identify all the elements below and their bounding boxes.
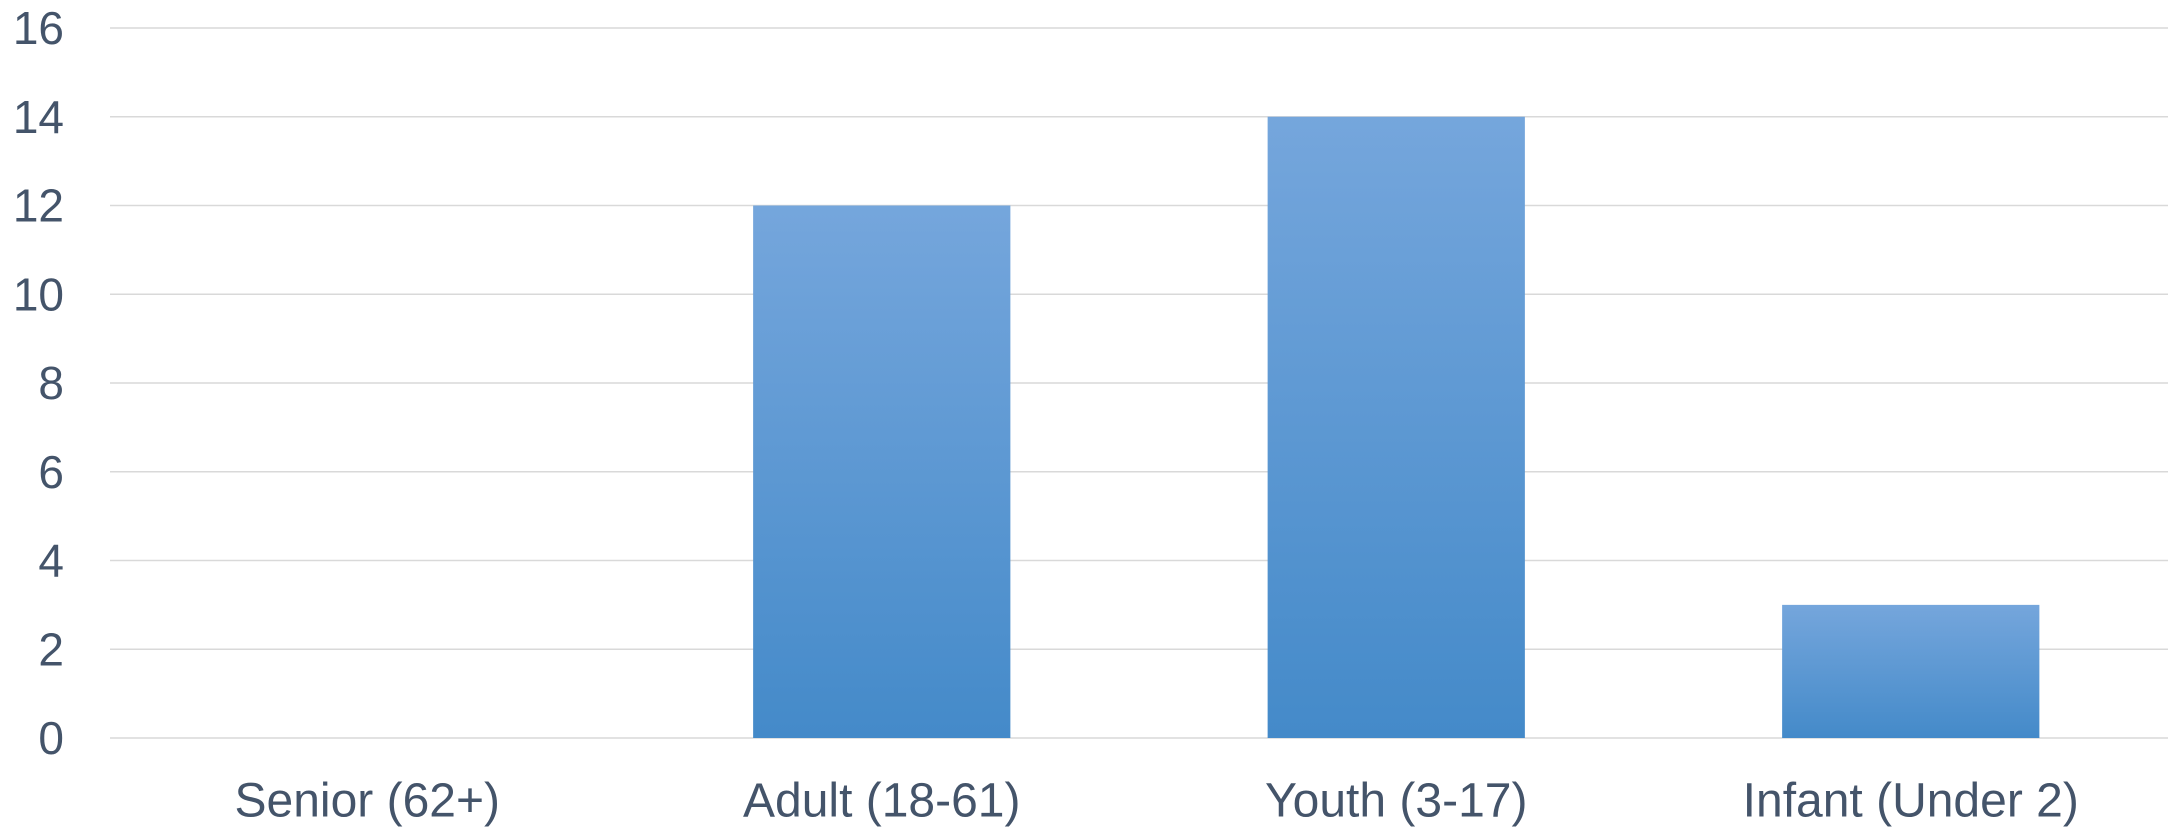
bar-3 <box>1782 604 2040 738</box>
x-category-label: Youth (3-17) <box>1265 775 1527 828</box>
x-category-label: Adult (18-61) <box>743 775 1020 828</box>
bar-1 <box>753 205 1011 738</box>
y-tick-label: 0 <box>38 712 64 764</box>
y-tick-label: 6 <box>38 446 64 498</box>
y-tick-label: 14 <box>13 91 64 143</box>
y-axis-tick-labels: 0 2 4 6 8 10 12 14 16 <box>13 2 64 764</box>
x-axis-category-labels: Senior (62+) Adult (18-61) Youth (3-17) Inf… <box>235 775 2079 828</box>
gridlines <box>110 27 2168 739</box>
bar-2 <box>1267 116 1525 738</box>
x-category-label: Senior (62+) <box>235 775 500 828</box>
x-category-label: Infant (Under 2) <box>1743 775 2079 828</box>
bars <box>753 116 2040 738</box>
y-tick-label: 10 <box>13 268 64 320</box>
y-tick-label: 16 <box>13 2 64 54</box>
y-tick-label: 4 <box>38 535 64 587</box>
y-tick-label: 8 <box>38 357 64 409</box>
y-tick-label: 12 <box>13 180 64 232</box>
y-tick-label: 2 <box>38 623 64 675</box>
